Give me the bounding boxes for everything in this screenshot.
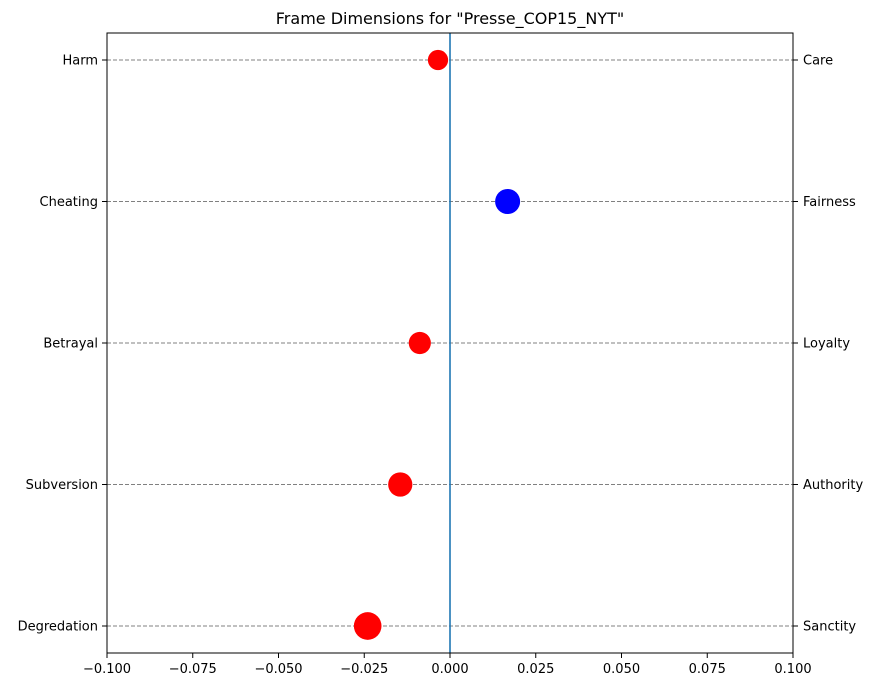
- y-tick-label-left: Degredation: [18, 620, 98, 635]
- y-tick-label-left: Subversion: [26, 478, 98, 493]
- x-tick-label: 0.100: [774, 662, 811, 677]
- y-tick-label-left: Cheating: [40, 195, 98, 210]
- data-point: [388, 472, 413, 497]
- x-tick-label: 0.000: [431, 662, 468, 677]
- x-axis: −0.100 −0.075 −0.050 −0.025 0.000 0.025 0.050 0…: [83, 653, 812, 677]
- chart-title: Frame Dimensions for "Presse_COP15_NYT": [276, 9, 624, 29]
- x-tick-label: 0.050: [603, 662, 640, 677]
- data-point: [408, 331, 431, 355]
- y-tick-label-left: Betrayal: [43, 337, 98, 352]
- y-tick-label-right: Sanctity: [803, 620, 856, 635]
- y-axis-left: Harm Cheating Betrayal Subversion Degredatio…: [18, 54, 107, 635]
- y-tick-label-right: Care: [803, 54, 833, 69]
- data-point: [495, 188, 521, 215]
- data-point: [353, 612, 382, 640]
- data-point: [427, 49, 449, 71]
- y-axis-right: Care Fairness Loyalty Authority Sanctity: [793, 54, 863, 635]
- y-tick-label-right: Fairness: [803, 195, 856, 210]
- x-tick-label: −0.025: [340, 662, 388, 677]
- x-tick-label: −0.100: [83, 662, 131, 677]
- y-tick-label-left: Harm: [62, 54, 98, 69]
- y-tick-label-right: Loyalty: [803, 337, 850, 352]
- y-tick-label-right: Authority: [803, 478, 863, 493]
- data-points: [353, 49, 521, 640]
- x-tick-label: −0.075: [169, 662, 217, 677]
- x-tick-label: 0.025: [517, 662, 554, 677]
- x-tick-label: −0.050: [254, 662, 302, 677]
- x-tick-label: 0.075: [689, 662, 726, 677]
